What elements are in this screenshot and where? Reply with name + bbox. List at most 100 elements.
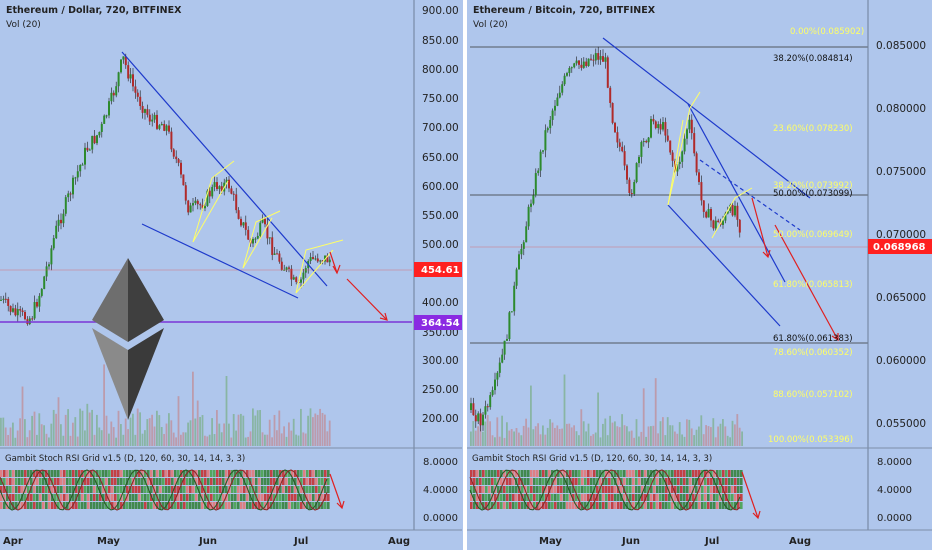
candle-body <box>134 86 137 93</box>
stoch-cell <box>273 478 276 485</box>
volume-bar <box>566 423 568 446</box>
right-indicator-red-arrow[interactable] <box>741 471 759 519</box>
stoch-cell <box>144 494 147 501</box>
stoch-cell <box>216 470 219 477</box>
stoch-cell <box>737 470 740 477</box>
right-wedge-1[interactable] <box>667 91 701 206</box>
wedge-1[interactable] <box>192 160 235 243</box>
volume-bar <box>666 417 669 446</box>
volume-bar <box>482 431 484 446</box>
stoch-cell <box>617 470 620 477</box>
stoch-cell <box>114 478 117 485</box>
stoch-cell <box>707 486 710 493</box>
stoch-cell <box>255 486 258 493</box>
stoch-cell <box>246 470 249 477</box>
volume-bar <box>127 429 129 446</box>
volume-bar <box>192 371 194 446</box>
right-channel-dashed[interactable] <box>699 159 801 231</box>
wedge-3-lower[interactable] <box>295 249 334 294</box>
stoch-cell <box>3 494 6 501</box>
candle-body <box>707 209 710 218</box>
wedge-3[interactable] <box>295 239 344 294</box>
stoch-cell <box>737 494 740 501</box>
stoch-cell <box>327 470 330 477</box>
right-wedge-1-lower[interactable] <box>667 119 684 206</box>
volume-bar <box>554 427 556 446</box>
red-arrow-short[interactable] <box>329 251 338 274</box>
stoch-cell <box>24 502 27 509</box>
stoch-cell <box>686 494 689 501</box>
volume-bar <box>614 421 616 446</box>
volume-bar <box>714 437 717 446</box>
wedge-2-lower[interactable] <box>242 217 273 269</box>
stoch-cell <box>482 494 485 501</box>
right-red-arrow-short-head <box>762 249 771 259</box>
eth-usd-pane[interactable]: Ethereum / Dollar, 720, BITFINEX Vol (20… <box>0 0 462 547</box>
left-support-badge <box>414 315 462 330</box>
volume-bar <box>285 436 288 446</box>
stoch-cell <box>186 494 189 501</box>
stoch-cell <box>213 470 216 477</box>
right-wedge-2[interactable] <box>711 187 753 239</box>
stoch-cell <box>132 494 135 501</box>
left-y-tick: 750.00 <box>422 93 459 105</box>
wedge-1-lower[interactable] <box>192 180 229 243</box>
stoch-cell <box>306 470 309 477</box>
stoch-cell <box>306 494 309 501</box>
candle-body <box>546 128 549 131</box>
stoch-cell <box>240 478 243 485</box>
stoch-cell <box>683 486 686 493</box>
stoch-cell <box>312 502 315 509</box>
stoch-cell <box>147 470 150 477</box>
stoch-cell <box>261 494 264 501</box>
red-arrow-long-head <box>379 312 388 321</box>
stoch-cell <box>635 470 638 477</box>
stoch-cell <box>162 494 165 501</box>
channel-upper-line[interactable] <box>121 51 328 287</box>
stoch-cell <box>183 470 186 477</box>
stoch-cell <box>635 478 638 485</box>
stoch-cell <box>521 478 524 485</box>
wedge-2[interactable] <box>242 210 281 269</box>
volume-bar <box>33 411 36 446</box>
candle-body <box>659 124 662 130</box>
stoch-cell <box>243 470 246 477</box>
right-red-arrow-long[interactable] <box>774 224 839 341</box>
stoch-cell <box>710 470 713 477</box>
right-channel-upper[interactable] <box>602 37 811 199</box>
stoch-cell <box>33 486 36 493</box>
stoch-cell <box>24 478 27 485</box>
volume-bar <box>544 434 547 446</box>
candle-body <box>120 59 122 73</box>
eth-btc-pane[interactable]: 0.00%(0.085902) 38.20%(0.084814) 23.60%(… <box>467 0 932 547</box>
stoch-cell <box>291 486 294 493</box>
stoch-cell <box>548 494 551 501</box>
candle-body <box>156 114 158 129</box>
right-channel-lower[interactable] <box>667 204 781 327</box>
candle-body <box>117 72 120 87</box>
stoch-cell <box>533 486 536 493</box>
candle-body <box>0 299 2 301</box>
volume-bar <box>144 430 146 446</box>
volume-bar <box>525 418 527 446</box>
left-indicator-red-arrow[interactable] <box>329 473 343 509</box>
stoch-cell <box>27 502 30 509</box>
stoch-cell <box>162 502 165 509</box>
candle-body <box>261 218 264 223</box>
stoch-cell <box>51 502 54 509</box>
stoch-cell <box>234 486 237 493</box>
stoch-cell <box>192 470 195 477</box>
right-red-arrow-short[interactable] <box>751 197 769 258</box>
stoch-cell <box>704 486 707 493</box>
stoch-cell <box>150 470 153 477</box>
stoch-cell <box>138 470 141 477</box>
channel-lower-line[interactable] <box>141 223 299 299</box>
stoch-cell <box>156 486 159 493</box>
candle-body <box>549 119 552 129</box>
volume-bar <box>223 423 225 446</box>
volume-bar <box>570 427 573 446</box>
stoch-cell <box>506 502 509 509</box>
candle-body <box>9 305 12 312</box>
red-arrow-long[interactable] <box>346 278 388 321</box>
eth-btc-volume-bars <box>470 374 743 446</box>
